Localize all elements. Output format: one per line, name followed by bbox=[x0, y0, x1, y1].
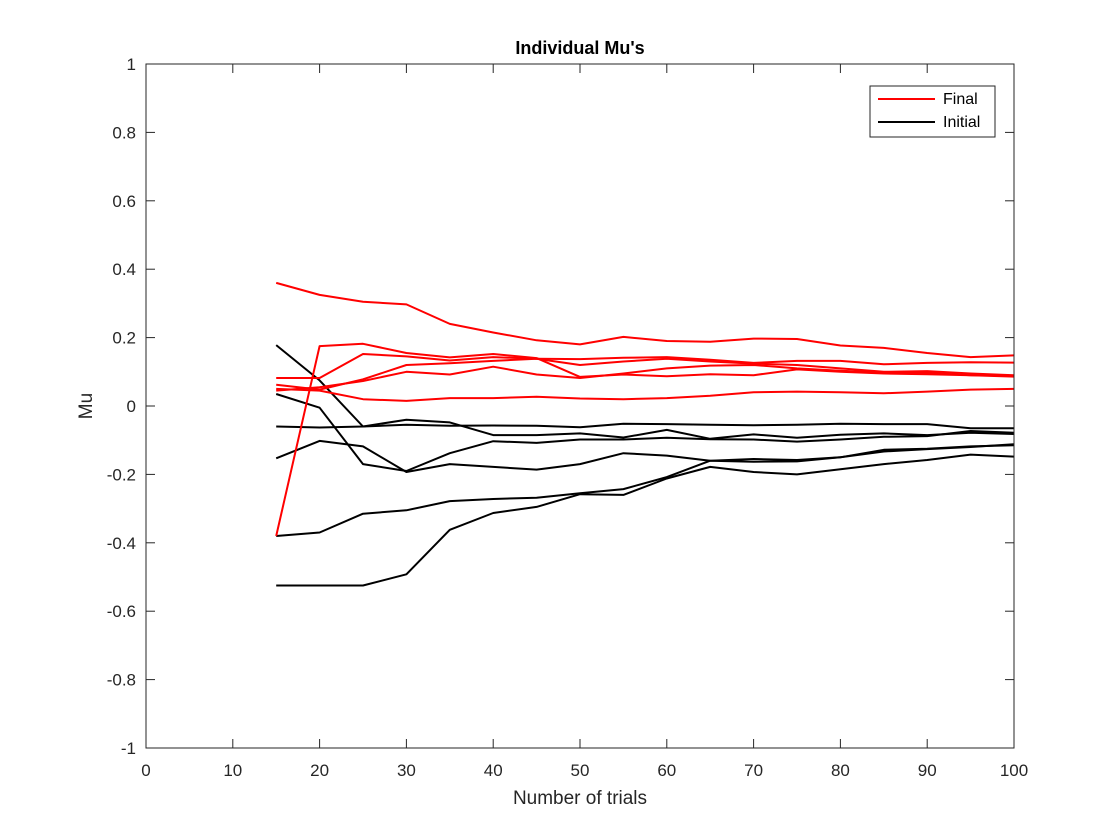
plot-area bbox=[146, 64, 1014, 748]
series-line-initial bbox=[276, 453, 1015, 587]
y-tick-label: 1 bbox=[127, 55, 136, 74]
x-tick-label: 60 bbox=[657, 761, 676, 780]
chart-title: Individual Mu's bbox=[515, 38, 644, 58]
series-line-final bbox=[275, 281, 1015, 359]
legend-label-initial: Initial bbox=[943, 114, 980, 131]
legend-label-final: Final bbox=[943, 91, 978, 108]
series-line-initial bbox=[276, 418, 1015, 440]
x-tick-label: 50 bbox=[571, 761, 590, 780]
x-tick-label: 80 bbox=[831, 761, 850, 780]
y-tick-label: -0.8 bbox=[107, 671, 136, 690]
series-line-initial bbox=[275, 393, 1015, 472]
series-line-final bbox=[276, 364, 1015, 392]
y-axis-title: Mu bbox=[76, 393, 97, 419]
y-tick-label: 0.2 bbox=[112, 329, 136, 348]
y-tick-label: -0.4 bbox=[107, 534, 136, 553]
series-line-final bbox=[276, 387, 1015, 402]
series-line-final bbox=[276, 356, 1015, 391]
y-tick-label: -0.2 bbox=[107, 465, 136, 484]
x-tick-label: 70 bbox=[744, 761, 763, 780]
y-tick-label: 0.4 bbox=[112, 260, 136, 279]
tick-layer: 0 10 20 30 40 50 60 70 80 90 100-1-0.8-0.6-0.4-0.2… bbox=[107, 55, 1028, 780]
x-tick-label: 20 bbox=[310, 761, 329, 780]
x-tick-label: 30 bbox=[397, 761, 416, 780]
y-tick-label: -1 bbox=[121, 739, 136, 758]
x-tick-label: 40 bbox=[484, 761, 503, 780]
x-axis-title: Number of trials bbox=[513, 788, 647, 809]
legend-box bbox=[869, 85, 996, 138]
x-tick-label: 90 bbox=[918, 761, 937, 780]
y-tick-label: 0 bbox=[127, 397, 136, 416]
y-tick-label: 0.8 bbox=[112, 123, 136, 142]
x-tick-label: 100 bbox=[1000, 761, 1028, 780]
y-tick-label: 0.6 bbox=[112, 192, 136, 211]
series-layer bbox=[275, 281, 1015, 587]
series-line-final bbox=[275, 342, 1015, 537]
x-tick-label: 10 bbox=[223, 761, 242, 780]
y-tick-label: -0.6 bbox=[107, 602, 136, 621]
series-line-initial bbox=[276, 443, 1015, 537]
series-line-initial bbox=[275, 439, 1015, 473]
series-line-initial bbox=[275, 344, 1014, 430]
x-tick-label: 0 bbox=[141, 761, 150, 780]
legend: Final Initial bbox=[869, 85, 996, 138]
